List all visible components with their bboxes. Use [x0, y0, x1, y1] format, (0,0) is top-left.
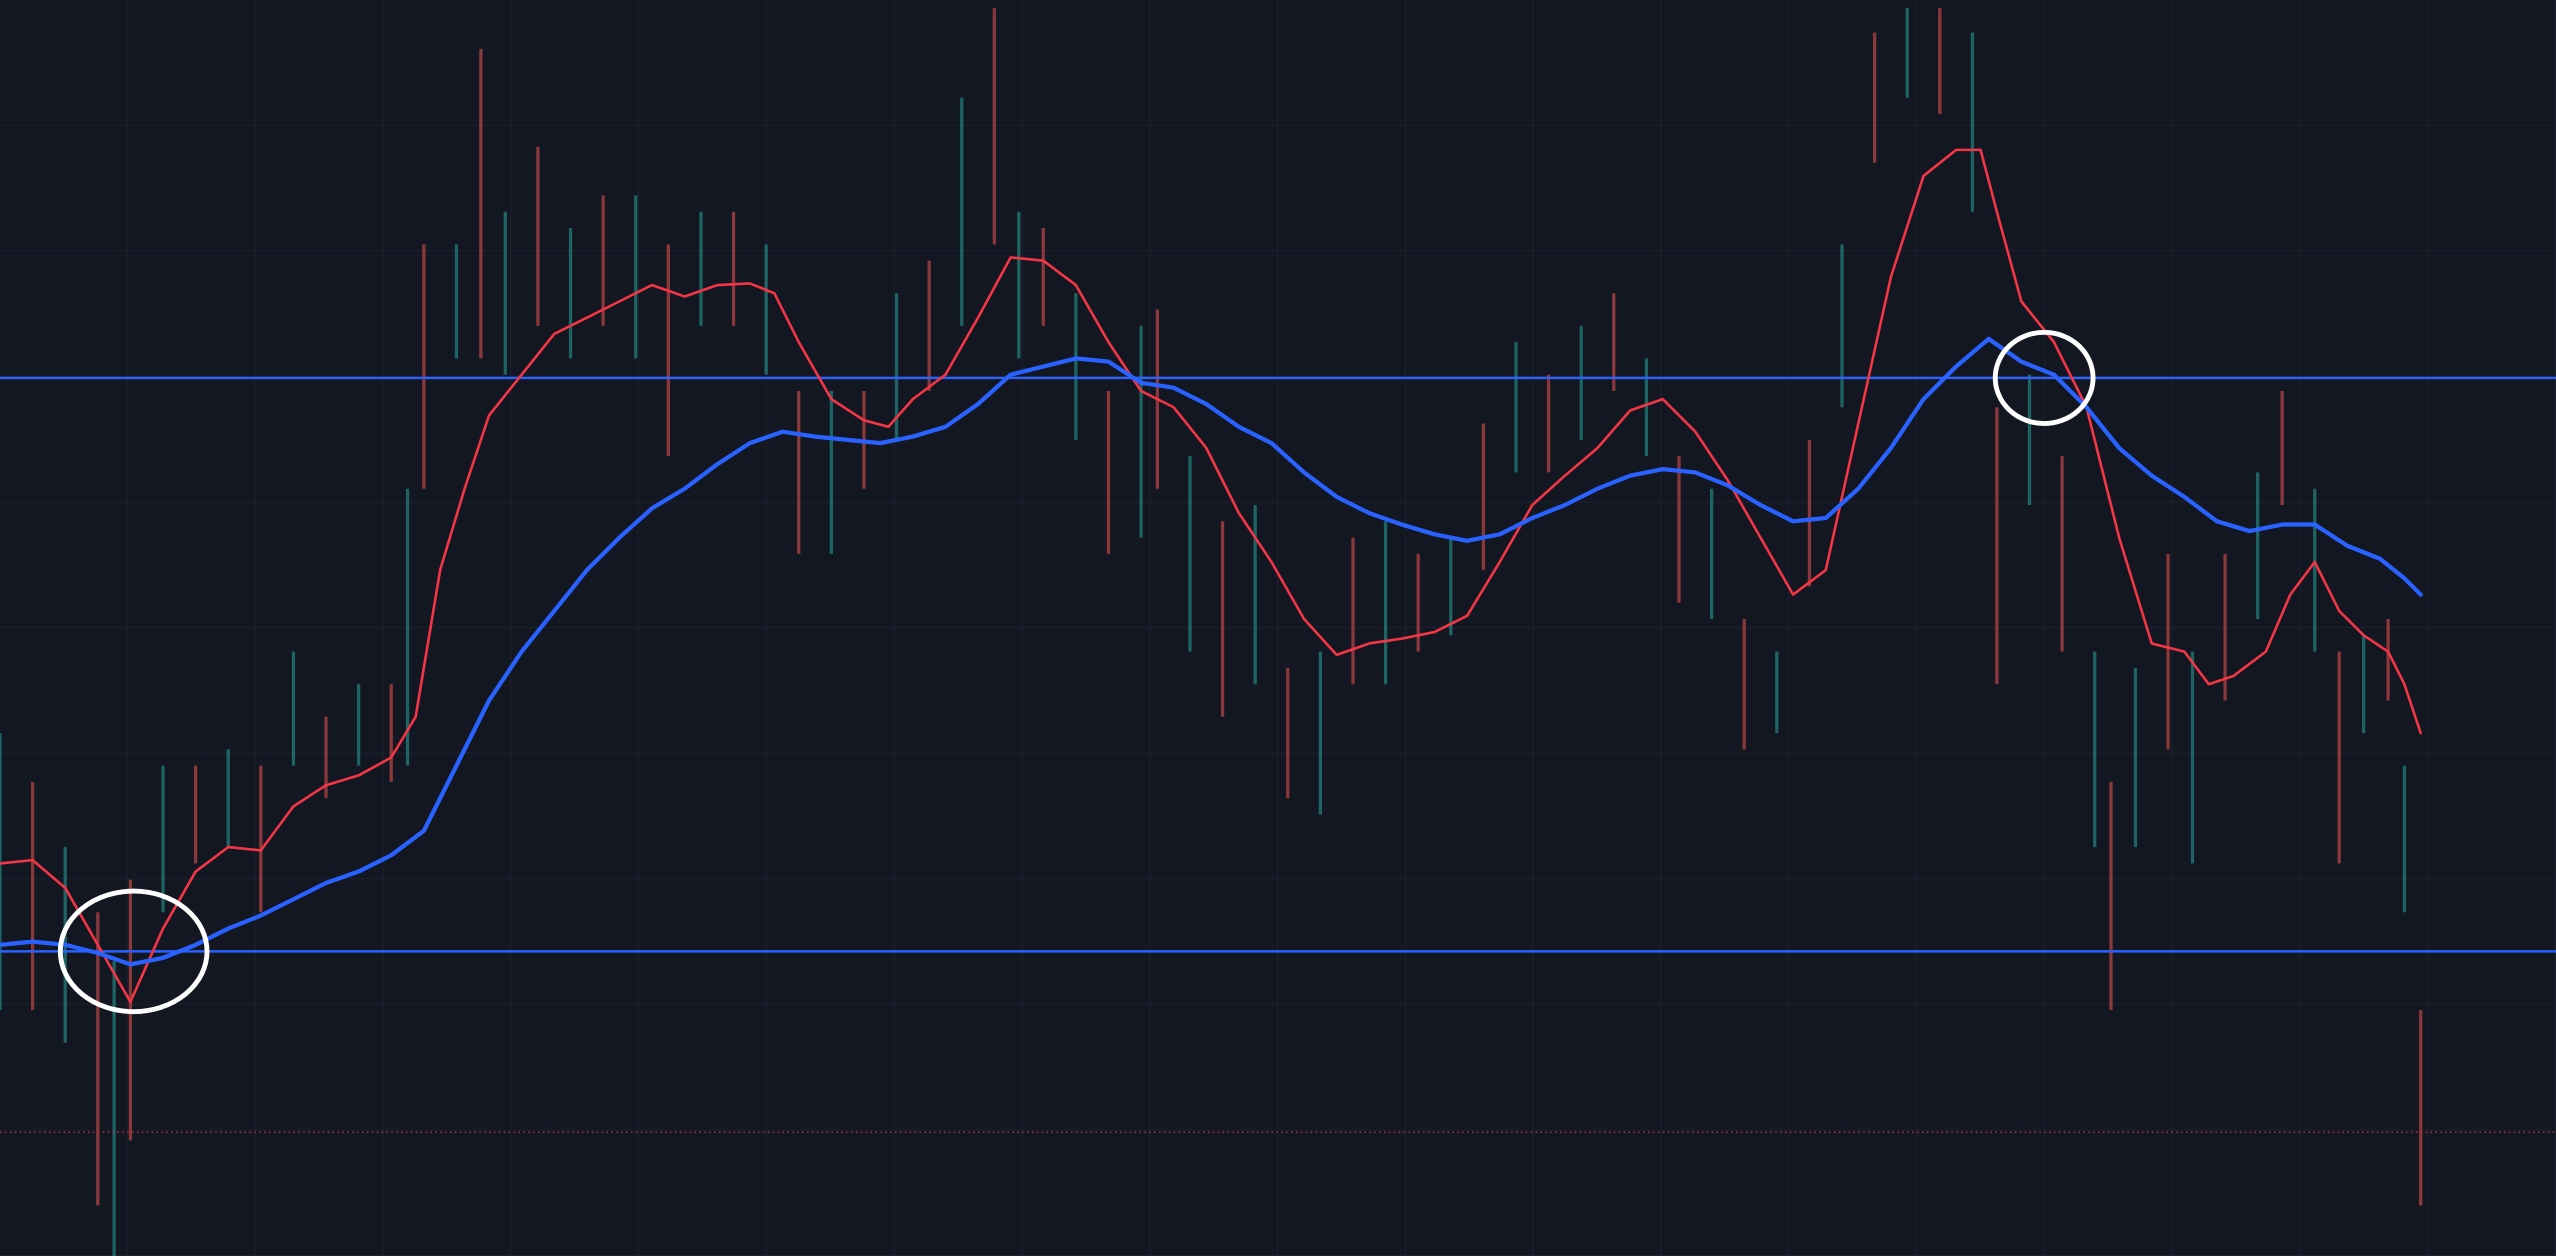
candle: [1938, 8, 1942, 115]
candle: [1351, 537, 1355, 685]
candle: [161, 765, 165, 913]
candle: [2133, 667, 2138, 848]
candle: [226, 749, 230, 848]
candle: [1840, 244, 1844, 408]
candle: [601, 195, 605, 326]
candle: [454, 244, 459, 359]
candle: [2093, 651, 2097, 848]
candle: [2256, 472, 2260, 620]
candle: [1074, 293, 1078, 440]
candle: [1612, 293, 1616, 391]
candle: [96, 912, 100, 1206]
candle: [2109, 781, 2113, 1011]
candle: [324, 716, 328, 799]
candle: [992, 8, 996, 245]
candle: [2223, 553, 2227, 701]
candle: [291, 651, 296, 766]
candle: [960, 97, 964, 326]
candle: [1579, 325, 1583, 440]
candle: [389, 684, 393, 782]
candle: [1995, 407, 1999, 685]
candle: [1106, 390, 1111, 554]
candle: [1481, 423, 1486, 571]
candle: [1514, 342, 1518, 473]
candle: [0, 733, 2, 1011]
candle: [2027, 374, 2032, 506]
candle: [1220, 521, 1225, 717]
candle: [1775, 651, 1779, 734]
candle: [1383, 521, 1388, 685]
candle: [894, 293, 899, 440]
candle: [731, 211, 736, 326]
candle: [2419, 1010, 2423, 1206]
candle: [1449, 537, 1453, 636]
candle: [1188, 456, 1192, 652]
candle: [1644, 358, 1649, 457]
candle: [2060, 456, 2064, 652]
candle: [1416, 553, 1420, 652]
candle: [2402, 765, 2407, 913]
candle: [1041, 228, 1045, 326]
candle: [1742, 619, 1746, 750]
hand-drawn-circle: [57, 888, 210, 1015]
candle: [112, 961, 116, 1256]
candle: [927, 260, 931, 391]
candle: [2337, 651, 2341, 864]
candle: [1970, 32, 1975, 212]
candle: [422, 244, 426, 489]
candle: [1318, 651, 1323, 815]
candle: [634, 195, 638, 359]
candle: [699, 211, 703, 326]
candle: [1709, 488, 1714, 620]
candle: [1139, 325, 1143, 538]
candle: [829, 390, 833, 554]
candle: [30, 781, 35, 1011]
candle: [2362, 635, 2366, 734]
candle: [1286, 667, 1290, 799]
candle: [2190, 651, 2195, 864]
candle: [797, 390, 801, 554]
candle: [1872, 32, 1877, 163]
candle: [2166, 553, 2170, 750]
candle: [405, 488, 410, 766]
candle: [2280, 390, 2284, 506]
candle: [1546, 374, 1551, 473]
candle: [503, 211, 507, 375]
candle: [356, 684, 361, 766]
candle: [479, 48, 483, 359]
candle: [2313, 488, 2317, 652]
moving-average-line: [0, 336, 2423, 967]
moving-average-line: [0, 148, 2423, 1004]
candle: [2386, 619, 2390, 701]
candle: [193, 765, 198, 864]
candle: [568, 228, 573, 359]
candle: [1905, 8, 1909, 98]
candle: [1677, 456, 1681, 603]
candle: [1017, 211, 1021, 359]
candle: [764, 244, 768, 375]
hand-drawn-circle: [1992, 329, 2096, 426]
candle: [1807, 439, 1812, 587]
candle: [536, 146, 540, 326]
candle: [259, 765, 263, 913]
candle: [666, 244, 670, 457]
candle: [1253, 505, 1257, 685]
